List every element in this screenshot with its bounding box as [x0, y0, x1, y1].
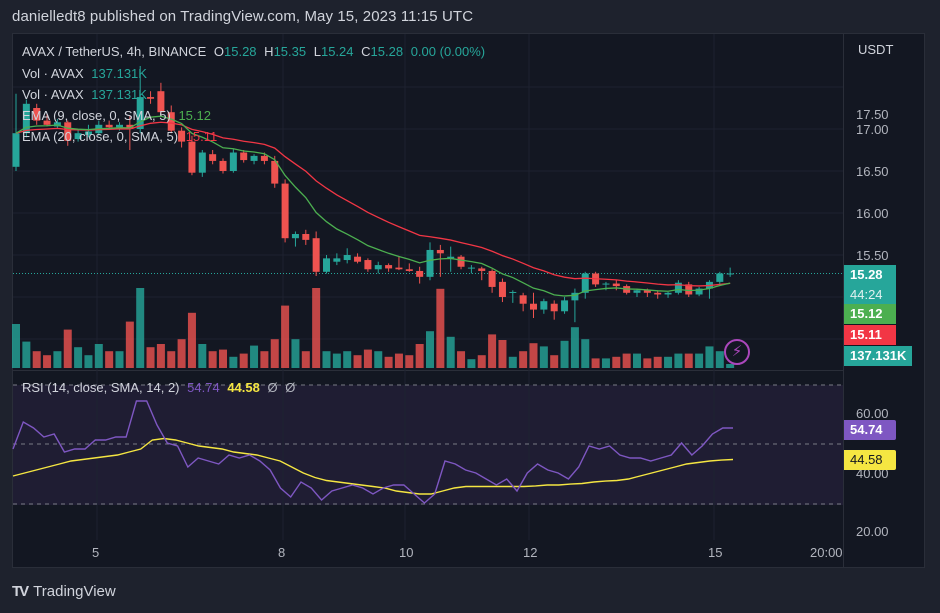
- time-tick: 12: [523, 545, 538, 560]
- rsi-sma-value: 44.58: [227, 380, 260, 395]
- volume-tag: 137.131K: [844, 346, 913, 366]
- currency-label: USDT: [858, 42, 894, 57]
- ema20-tag: 15.11: [844, 325, 896, 345]
- tradingview-logo-icon: TV: [12, 583, 29, 600]
- change-value: 0.00 (0.00%): [410, 44, 486, 59]
- volume-legend-2[interactable]: Vol · AVAX 137.131K: [22, 87, 147, 102]
- price-tick: 17.50: [856, 107, 889, 122]
- rsi-tick: 20.00: [856, 524, 889, 539]
- time-tick: 10: [399, 545, 414, 560]
- lightning-icon[interactable]: ⚡: [724, 339, 750, 365]
- ema20-legend[interactable]: EMA (20, close, 0, SMA, 5) 15.11: [22, 129, 218, 144]
- low-value: 15.24: [320, 44, 354, 59]
- time-tick: 5: [92, 545, 100, 560]
- close-value: 15.28: [370, 44, 404, 59]
- price-tick: 16.00: [856, 206, 889, 221]
- rsi-sma-tag: 44.58: [844, 450, 896, 470]
- open-value: 15.28: [224, 44, 257, 59]
- last-price-tag: 15.28 44:24: [844, 265, 896, 305]
- rsi-value: 54.74: [187, 380, 220, 395]
- symbol-legend: AVAX / TetherUS, 4h, BINANCE O15.28 H15.…: [22, 44, 486, 59]
- price-tick: 15.50: [856, 248, 889, 263]
- time-tick: 20:00: [810, 545, 843, 560]
- volume-legend-1[interactable]: Vol · AVAX 137.131K: [22, 66, 147, 81]
- price-tick: 16.50: [856, 164, 889, 179]
- rsi-tag: 54.74: [844, 420, 896, 440]
- bar-countdown: 44:24: [850, 287, 883, 302]
- ema9-tag: 15.12: [844, 304, 896, 324]
- high-value: 15.35: [273, 44, 307, 59]
- publish-header: danielledt8 published on TradingView.com…: [12, 8, 474, 25]
- time-tick: 15: [708, 545, 723, 560]
- rsi-legend[interactable]: RSI (14, close, SMA, 14, 2) 54.74 44.58 …: [22, 380, 296, 395]
- ema9-legend[interactable]: EMA (9, close, 0, SMA, 5) 15.12: [22, 108, 211, 123]
- brand-name: TradingView: [33, 583, 116, 600]
- time-tick: 8: [278, 545, 286, 560]
- price-tick: 17.00: [856, 122, 889, 137]
- symbol-name[interactable]: AVAX / TetherUS, 4h, BINANCE: [22, 44, 207, 59]
- rsi-tick: 60.00: [856, 406, 889, 421]
- footer-brand: TV TradingView: [12, 583, 116, 600]
